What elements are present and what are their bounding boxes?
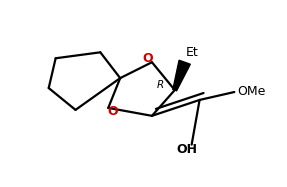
Text: O: O bbox=[143, 52, 153, 65]
Text: O: O bbox=[107, 105, 118, 118]
Text: OMe: OMe bbox=[237, 85, 266, 97]
Text: OH: OH bbox=[176, 143, 197, 156]
Text: R: R bbox=[156, 80, 164, 90]
Text: Et: Et bbox=[186, 46, 198, 59]
Polygon shape bbox=[173, 60, 190, 91]
